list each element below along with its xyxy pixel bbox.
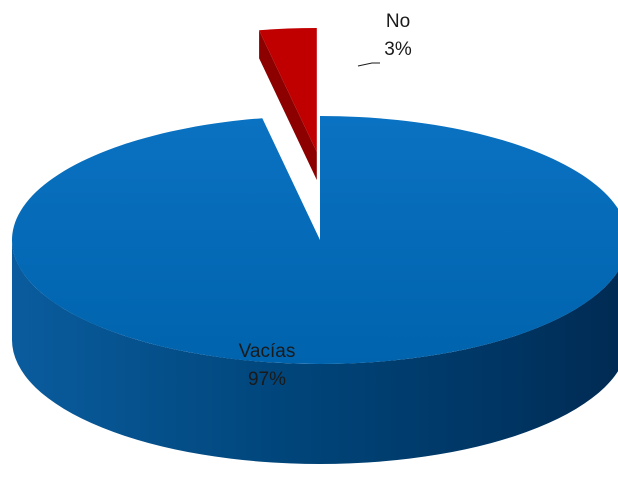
pie-tops	[12, 27, 618, 364]
pie-labels: Vacías 97% No 3%	[239, 11, 412, 390]
data-label-name-no: No	[386, 11, 410, 32]
data-label-name-vacias: Vacías	[239, 341, 296, 362]
data-label-percent-no: 3%	[384, 39, 412, 60]
data-label-percent-vacias: 97%	[248, 369, 286, 390]
pie-sides	[12, 30, 618, 464]
pie-leaders	[357, 62, 380, 67]
pie-slice-no	[259, 27, 317, 152]
pie-wall-no	[259, 30, 317, 180]
pie-side-vacias	[12, 240, 618, 464]
pie-slice-vacias	[12, 116, 618, 364]
leader-line-no	[357, 62, 380, 67]
